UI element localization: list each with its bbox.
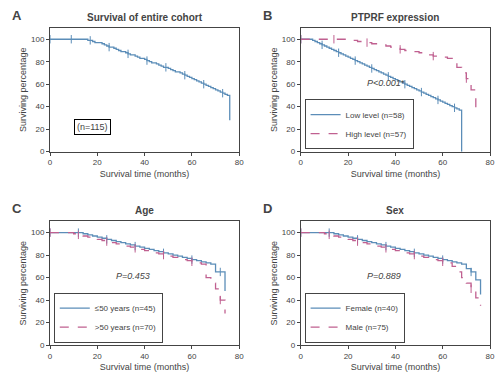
svg-text:20: 20 (286, 125, 295, 134)
svg-text:Survival of entire cohort: Survival of entire cohort (87, 12, 203, 23)
svg-text:40: 40 (286, 296, 295, 305)
svg-text:80: 80 (235, 158, 244, 167)
svg-text:80: 80 (486, 352, 495, 361)
svg-text:40: 40 (391, 352, 400, 361)
svg-text:100: 100 (31, 228, 45, 237)
svg-text:Female (n=40): Female (n=40) (346, 304, 399, 313)
svg-text:60: 60 (438, 158, 447, 167)
svg-text:60: 60 (438, 352, 447, 361)
svg-text:High level (n=57): High level (n=57) (346, 130, 407, 139)
svg-text:A: A (12, 8, 22, 23)
svg-text:80: 80 (486, 158, 495, 167)
svg-text:P=0.453: P=0.453 (116, 271, 150, 281)
svg-text:Survival time (months): Survival time (months) (351, 169, 441, 179)
svg-text:Surviving percentage: Surviving percentage (18, 48, 28, 133)
svg-text:20: 20 (344, 352, 353, 361)
svg-text:(n=115): (n=115) (77, 122, 108, 132)
svg-text:20: 20 (93, 352, 102, 361)
svg-text:Survival time (months): Survival time (months) (100, 362, 190, 372)
svg-text:0: 0 (40, 341, 45, 350)
svg-text:80: 80 (286, 251, 295, 260)
svg-text:Age: Age (135, 205, 154, 216)
svg-text:>50 years (n=70): >50 years (n=70) (95, 323, 156, 332)
svg-text:Sex: Sex (386, 205, 404, 216)
svg-text:Surviving percentage: Surviving percentage (269, 241, 279, 326)
svg-text:60: 60 (187, 352, 196, 361)
svg-text:0: 0 (299, 352, 304, 361)
svg-text:0: 0 (299, 158, 304, 167)
svg-text:PTPRF expression: PTPRF expression (351, 12, 439, 23)
svg-text:20: 20 (35, 125, 44, 134)
svg-text:80: 80 (35, 58, 44, 67)
svg-text:60: 60 (286, 80, 295, 89)
svg-text:P=0.889: P=0.889 (367, 271, 401, 281)
svg-text:80: 80 (235, 352, 244, 361)
svg-text:B: B (263, 8, 272, 23)
svg-text:80: 80 (35, 251, 44, 260)
svg-text:20: 20 (93, 158, 102, 167)
svg-text:Male (n=75): Male (n=75) (346, 323, 389, 332)
svg-text:≤50 years (n=45): ≤50 years (n=45) (95, 304, 156, 313)
svg-text:0: 0 (291, 341, 296, 350)
svg-text:100: 100 (282, 35, 296, 44)
svg-text:40: 40 (35, 102, 44, 111)
svg-text:20: 20 (344, 158, 353, 167)
svg-text:0: 0 (48, 352, 53, 361)
svg-text:Survival time (months): Survival time (months) (100, 169, 190, 179)
svg-text:40: 40 (140, 158, 149, 167)
svg-text:40: 40 (286, 102, 295, 111)
svg-text:80: 80 (286, 58, 295, 67)
svg-text:60: 60 (35, 80, 44, 89)
svg-text:60: 60 (286, 273, 295, 282)
svg-text:0: 0 (291, 147, 296, 156)
svg-text:40: 40 (140, 352, 149, 361)
svg-text:D: D (263, 201, 272, 216)
svg-text:Survival time (months): Survival time (months) (351, 362, 441, 372)
svg-text:Surviving percentage: Surviving percentage (18, 241, 28, 326)
svg-text:60: 60 (187, 158, 196, 167)
svg-text:40: 40 (35, 296, 44, 305)
svg-text:100: 100 (31, 35, 45, 44)
svg-text:40: 40 (391, 158, 400, 167)
svg-text:0: 0 (48, 158, 53, 167)
svg-text:20: 20 (286, 318, 295, 327)
svg-text:Surviving percentage: Surviving percentage (269, 48, 279, 133)
svg-text:20: 20 (35, 318, 44, 327)
svg-text:100: 100 (282, 228, 296, 237)
svg-text:60: 60 (35, 273, 44, 282)
svg-text:C: C (12, 201, 22, 216)
svg-text:P<0.001*: P<0.001* (367, 78, 405, 88)
svg-text:Low level (n=58): Low level (n=58) (346, 111, 405, 120)
svg-text:0: 0 (40, 147, 45, 156)
